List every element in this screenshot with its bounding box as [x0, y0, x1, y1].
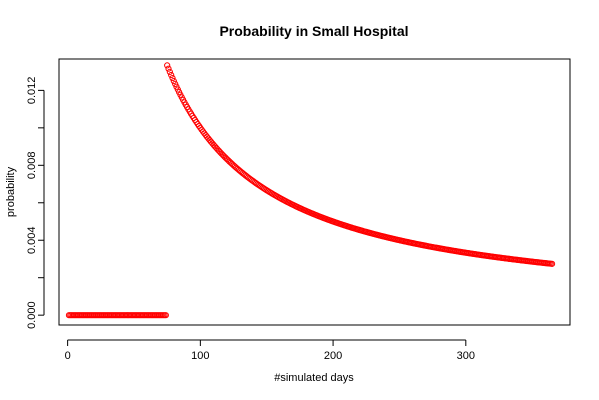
y-tick-label: 0.004: [26, 226, 38, 254]
x-tick-label: 300: [457, 350, 475, 362]
y-axis: 0.000 0.004 0.008 0.012: [26, 77, 45, 329]
x-tick-label: 0: [65, 350, 71, 362]
data-point: [166, 68, 173, 75]
y-tick-label: 0.008: [26, 152, 38, 180]
x-tick-label: 200: [324, 350, 342, 362]
data-point: [548, 260, 556, 267]
data-point: [168, 71, 175, 79]
x-tick-label: 100: [191, 350, 209, 362]
data-point: [170, 77, 177, 85]
y-axis-label: probability: [5, 166, 17, 217]
x-axis-label: #simulated days: [274, 372, 354, 384]
x-axis: 0 100 200 300: [65, 339, 475, 362]
data-point: [164, 62, 171, 69]
chart-title: Probability in Small Hospital: [219, 23, 408, 39]
y-tick-label: 0.012: [26, 77, 38, 105]
data-point: [169, 74, 176, 82]
data-point: [162, 312, 169, 319]
plot-frame: [58, 58, 571, 326]
data-points: [65, 62, 556, 319]
y-tick-label: 0.000: [26, 301, 38, 329]
data-point: [165, 65, 172, 72]
